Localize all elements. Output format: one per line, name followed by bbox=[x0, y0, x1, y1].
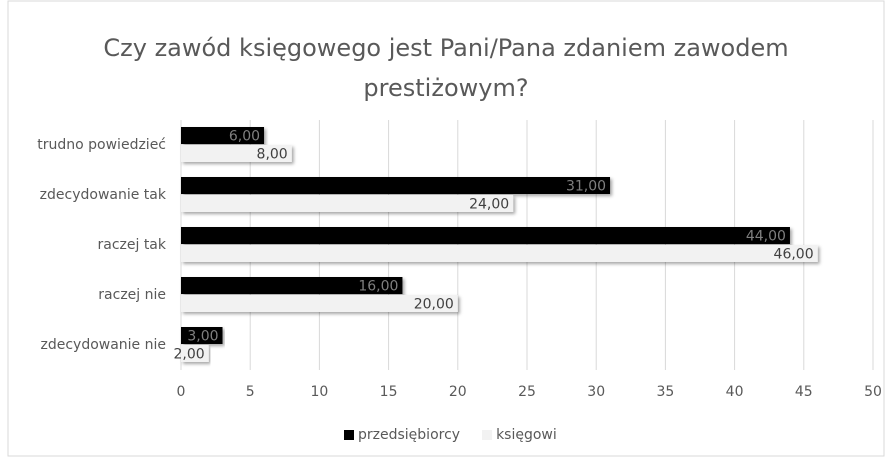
x-tick-label: 45 bbox=[795, 384, 813, 400]
data-label: 31,00 bbox=[566, 179, 606, 195]
y-tick-label: trudno powiedzieć bbox=[37, 137, 166, 153]
x-tick-label: 10 bbox=[310, 384, 328, 400]
x-tick-label: 40 bbox=[726, 384, 744, 400]
data-label: 8,00 bbox=[257, 147, 288, 163]
y-tick-label: raczej tak bbox=[97, 237, 166, 253]
bar bbox=[181, 295, 458, 312]
x-tick-label: 5 bbox=[246, 384, 255, 400]
bar bbox=[181, 245, 818, 262]
chart-title: Czy zawód księgowego jest Pani/Pana zdan… bbox=[103, 34, 789, 102]
data-label: 2,00 bbox=[174, 347, 205, 363]
y-tick-label: raczej nie bbox=[98, 287, 166, 303]
x-tick-label: 20 bbox=[449, 384, 467, 400]
x-tick-label: 15 bbox=[380, 384, 398, 400]
x-tick-label: 50 bbox=[864, 384, 882, 400]
x-tick-label: 30 bbox=[587, 384, 605, 400]
data-label: 46,00 bbox=[774, 247, 814, 263]
data-label: 20,00 bbox=[414, 297, 454, 313]
legend-swatch bbox=[344, 430, 354, 440]
x-tick-label: 0 bbox=[177, 384, 186, 400]
y-tick-label: zdecydowanie tak bbox=[40, 187, 167, 203]
legend-label: przedsiębiorcy bbox=[358, 427, 460, 443]
legend-label: księgowi bbox=[496, 427, 557, 443]
bar bbox=[181, 227, 790, 244]
bar bbox=[181, 177, 611, 194]
y-tick-label: zdecydowanie nie bbox=[40, 337, 166, 353]
x-tick-label: 25 bbox=[518, 384, 536, 400]
bar bbox=[181, 195, 514, 212]
x-tick-label: 35 bbox=[656, 384, 674, 400]
bar bbox=[181, 127, 265, 144]
data-label: 24,00 bbox=[469, 197, 509, 213]
legend-swatch bbox=[482, 430, 493, 440]
data-label: 44,00 bbox=[746, 229, 786, 245]
data-label: 3,00 bbox=[187, 329, 218, 345]
data-label: 16,00 bbox=[358, 279, 398, 295]
bar bbox=[181, 345, 209, 362]
bar bbox=[181, 277, 403, 294]
bar bbox=[181, 145, 292, 162]
bar bbox=[181, 327, 223, 344]
data-label: 6,00 bbox=[229, 129, 260, 145]
